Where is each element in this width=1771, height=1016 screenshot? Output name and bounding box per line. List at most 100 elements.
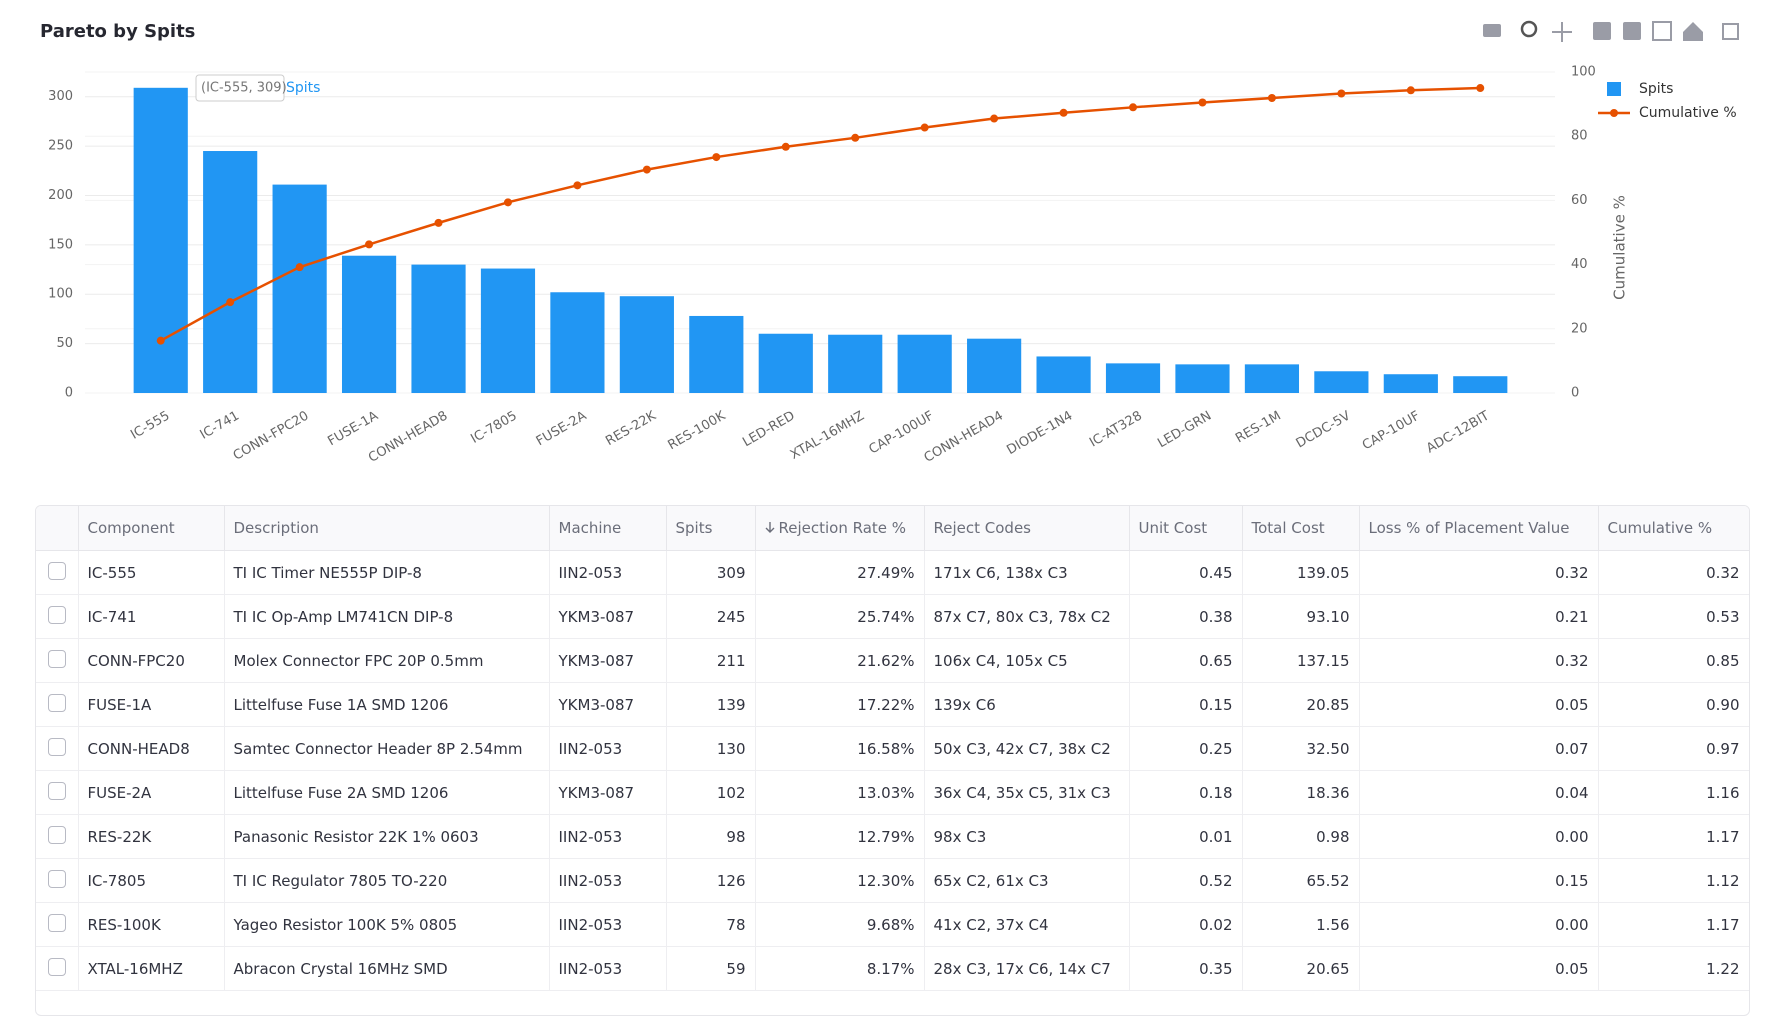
row-checkbox[interactable]	[47, 737, 66, 756]
bar	[967, 338, 1022, 393]
column-header-label: Loss % of Placement Value	[1368, 519, 1570, 537]
table-cell: 0.90	[1598, 682, 1749, 727]
table-cell: 98	[666, 814, 756, 859]
x-tick-label: IC-7805	[468, 409, 519, 447]
table-cell: IIN2-053	[549, 858, 667, 903]
line-point	[781, 142, 790, 151]
zoom-icon[interactable]	[1520, 20, 1538, 38]
zoom-out-icon[interactable]	[1623, 22, 1641, 40]
row-checkbox[interactable]	[47, 957, 66, 976]
table-cell: 1.16	[1598, 770, 1749, 815]
line-point	[365, 240, 374, 249]
x-tick-label: FUSE-1A	[325, 408, 380, 449]
table-cell: 0.25	[1129, 726, 1243, 771]
table-cell: 0.00	[1359, 814, 1599, 859]
row-checkbox[interactable]	[47, 693, 66, 712]
bar	[272, 184, 327, 393]
table-cell: XTAL-16MHZ	[78, 946, 225, 991]
camera-icon[interactable]	[1483, 24, 1501, 37]
column-header[interactable]: Component	[78, 506, 225, 551]
column-header[interactable]: Loss % of Placement Value	[1359, 506, 1599, 551]
x-tick-label: CONN-HEAD8	[366, 409, 450, 466]
table-cell: 0.65	[1129, 638, 1243, 683]
bar	[1175, 364, 1230, 393]
select-cell	[36, 858, 79, 903]
column-header[interactable]: Total Cost	[1242, 506, 1360, 551]
y-tick-label: 100	[48, 287, 73, 302]
zoom-in-icon[interactable]	[1593, 22, 1611, 40]
select-header[interactable]	[36, 506, 79, 551]
column-header[interactable]: Unit Cost	[1129, 506, 1243, 551]
row-checkbox[interactable]	[47, 781, 66, 800]
row-checkbox[interactable]	[47, 605, 66, 624]
x-tick-label: CAP-10UF	[1360, 409, 1423, 454]
table-cell: 245	[666, 594, 756, 639]
table-cell: 211	[666, 638, 756, 683]
x-tick-label: DCDC-5V	[1294, 408, 1354, 451]
table-cell: 106x C4, 105x C5	[924, 638, 1130, 683]
column-header[interactable]: Spits	[666, 506, 756, 551]
legend-label: Spits	[1639, 81, 1673, 97]
y2-tick-label: 20	[1571, 321, 1588, 336]
bar	[550, 292, 605, 393]
tooltip-text: (IC-555, 309)	[201, 81, 287, 96]
line-point	[503, 198, 512, 207]
line-point	[1476, 84, 1485, 93]
table-cell: 41x C2, 37x C4	[924, 902, 1130, 947]
row-checkbox[interactable]	[47, 649, 66, 668]
x-tick-label: RES-1M	[1233, 409, 1284, 447]
table-cell: 137.15	[1242, 638, 1360, 683]
select-cell	[36, 902, 79, 947]
home-icon[interactable]	[1683, 22, 1703, 41]
chart: Pareto by Spits 0 50 100 150 200 250 300 0 20 40 6…	[40, 20, 1739, 466]
fullscreen-icon[interactable]	[1722, 23, 1739, 40]
table-cell: 65.52	[1242, 858, 1360, 903]
table-cell: IIN2-053	[549, 726, 667, 771]
table-cell: 0.04	[1359, 770, 1599, 815]
row-checkbox[interactable]	[47, 561, 66, 580]
column-header[interactable]: Reject Codes	[924, 506, 1130, 551]
autoscale-icon[interactable]	[1652, 21, 1672, 41]
bar	[828, 334, 883, 393]
legend-swatch	[1607, 82, 1621, 96]
column-header[interactable]: Cumulative %	[1598, 506, 1749, 551]
table-cell: YKM3-087	[549, 770, 667, 815]
y2-tick-label: 80	[1571, 129, 1588, 144]
tooltip-box	[195, 74, 285, 102]
table-row: RES-22K Panasonic Resistor 22K 1% 0603 IIN…	[36, 814, 1749, 859]
column-header[interactable]: Machine	[549, 506, 667, 551]
table-cell: 171x C6, 138x C3	[924, 550, 1130, 595]
row-checkbox[interactable]	[47, 825, 66, 844]
select-cell	[36, 638, 79, 683]
line-point	[920, 123, 929, 132]
table-cell: YKM3-087	[549, 594, 667, 639]
table-cell: YKM3-087	[549, 682, 667, 727]
x-tick-label: RES-22K	[603, 408, 659, 449]
column-header-label: Cumulative %	[1607, 519, 1713, 537]
table-cell: RES-22K	[78, 814, 225, 859]
column-header[interactable]: Rejection Rate %	[755, 506, 925, 551]
bar	[897, 334, 952, 393]
x-tick-label: DIODE-1N4	[1004, 409, 1075, 459]
select-cell	[36, 550, 79, 595]
y2-tick-label: 40	[1571, 257, 1588, 272]
row-checkbox[interactable]	[47, 869, 66, 888]
legend-swatch	[1610, 109, 1618, 117]
x-tick-label: RES-100K	[666, 408, 729, 453]
column-header-label: Unit Cost	[1138, 519, 1208, 537]
table-cell: 12.79%	[755, 814, 925, 859]
table-cell: 25.74%	[755, 594, 925, 639]
table-cell: 32.50	[1242, 726, 1360, 771]
row-checkbox[interactable]	[47, 913, 66, 932]
table-cell: TI IC Timer NE555P DIP-8	[224, 550, 550, 595]
toolbar[interactable]	[1483, 20, 1739, 42]
bar	[1036, 356, 1091, 393]
column-header[interactable]: Description	[224, 506, 550, 551]
table-cell: 0.85	[1598, 638, 1749, 683]
table-cell: 139.05	[1242, 550, 1360, 595]
column-header-label: Machine	[558, 519, 622, 537]
select-cell	[36, 682, 79, 727]
table-body: IC-555 TI IC Timer NE555P DIP-8 IIN2-053 30…	[36, 550, 1749, 991]
table-cell: 1.17	[1598, 902, 1749, 947]
pan-icon[interactable]	[1552, 22, 1572, 42]
